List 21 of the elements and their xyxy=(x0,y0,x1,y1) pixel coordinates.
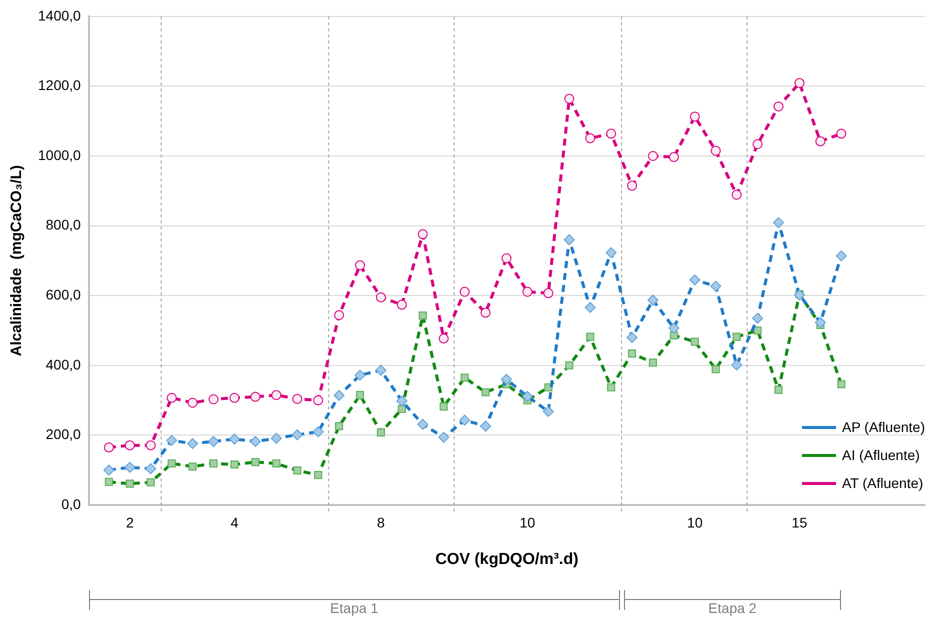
y-axis-title: Alcalinidade (mgCaCO₃/L) xyxy=(8,165,26,356)
text: Etapa 1 xyxy=(330,600,378,616)
x-tick-label: 15 xyxy=(792,514,808,530)
x-tick-label: 2 xyxy=(126,514,134,530)
legend-label: AI (Afluente) xyxy=(842,446,920,465)
legend-label: AT (Afluente) xyxy=(842,474,924,493)
y-tick-label: 0,0 xyxy=(61,496,82,512)
x-tick-label: 10 xyxy=(687,514,703,530)
y-tick-label: 400,0 xyxy=(46,356,82,372)
y-tick-label: 1400,0 xyxy=(38,7,82,24)
x-tick-label: 8 xyxy=(377,514,386,530)
y-tick-label: 200,0 xyxy=(46,426,82,442)
x-tick-label: 10 xyxy=(520,514,536,530)
text: Etapa 2 xyxy=(708,600,757,616)
y-tick-label: 800,0 xyxy=(46,216,82,233)
x-tick-label: 4 xyxy=(230,514,239,530)
y-tick-label: 1200,0 xyxy=(38,77,82,94)
y-tick-label: 600,0 xyxy=(46,286,82,302)
legend-label: AP (Afluente) xyxy=(842,418,925,437)
y-tick-label: 1000,0 xyxy=(38,146,82,163)
x-axis-title: COV (kgDQO/m³.d) xyxy=(435,550,578,568)
